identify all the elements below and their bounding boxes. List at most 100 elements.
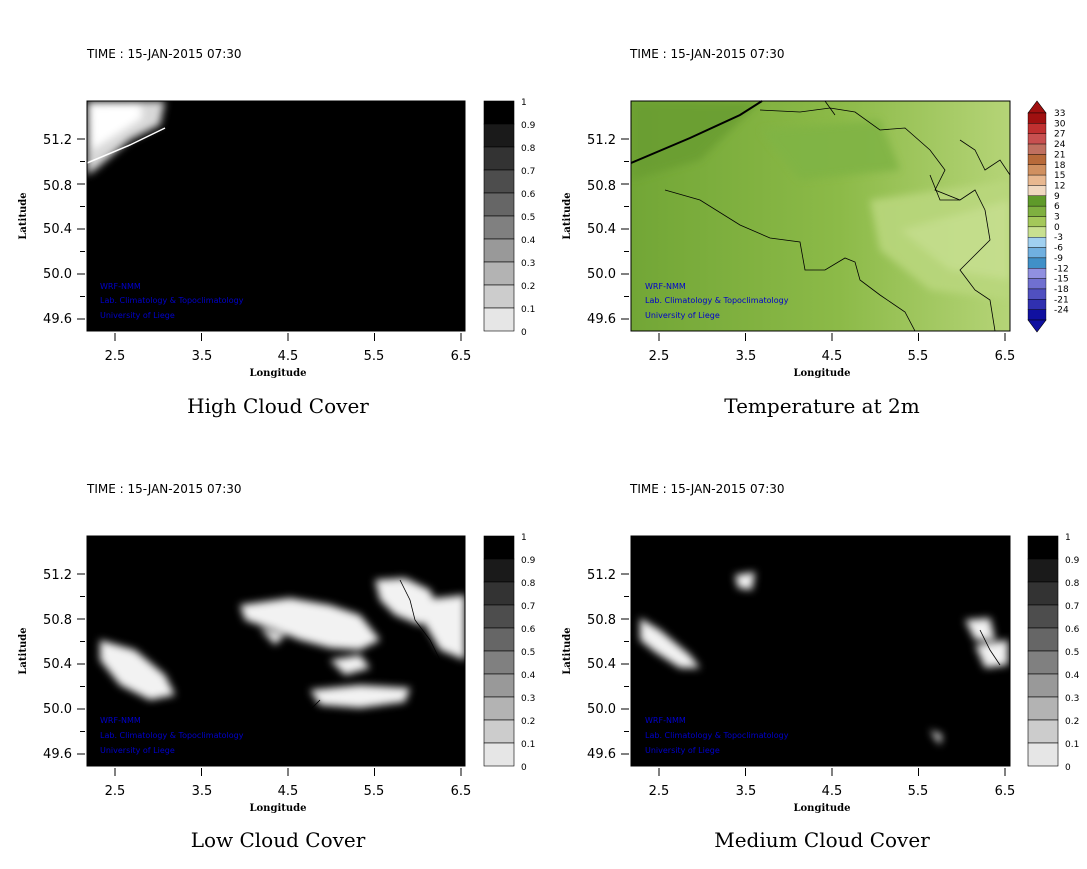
y-tick-label: 50.8 xyxy=(587,179,616,194)
x-tick-label: 3.5 xyxy=(192,349,213,364)
y-axis-label: Latitude xyxy=(18,627,29,674)
x-tick-label: 4.5 xyxy=(278,349,299,364)
colorbar-label: 0 xyxy=(1054,223,1060,233)
colorbar-swatch xyxy=(483,146,515,171)
y-tick-label: 49.6 xyxy=(587,747,616,762)
colorbar-max-arrow xyxy=(1027,100,1047,114)
x-axis-label: Longitude xyxy=(793,803,850,814)
colorbar-label: 1 xyxy=(1065,533,1071,543)
colorbar-swatch xyxy=(483,696,515,721)
colorbar-swatch xyxy=(1027,719,1059,744)
colorbar-label: 0.5 xyxy=(1065,648,1079,658)
x-tick-label: 3.5 xyxy=(736,349,757,364)
colorbar-label: 0.1 xyxy=(521,740,535,750)
credit-university: University of Liege xyxy=(100,311,175,320)
colorbar-swatch xyxy=(1027,174,1047,186)
credit-university: University of Liege xyxy=(645,311,720,320)
colorbar-label: 9 xyxy=(1054,192,1060,202)
x-tick-label: 4.5 xyxy=(822,784,843,799)
colorbar-swatch xyxy=(1027,268,1047,279)
colorbar-swatch xyxy=(1027,164,1047,176)
credit-model: WRF-NMM xyxy=(645,282,686,291)
colorbar-label: 0.9 xyxy=(521,556,536,566)
map-field xyxy=(87,536,465,766)
time-label: TIME : 15-JAN-2015 07:30 xyxy=(86,47,242,61)
y-tick-label: 49.6 xyxy=(587,312,616,327)
credit-lab: Lab. Climatology & Topoclimatology xyxy=(645,296,789,305)
colorbar-swatch xyxy=(483,215,515,240)
time-label: TIME : 15-JAN-2015 07:30 xyxy=(629,47,785,61)
colorbar-label: 0.5 xyxy=(521,213,535,223)
y-tick-label: 50.4 xyxy=(587,657,616,672)
colorbar-swatch xyxy=(1027,696,1059,721)
panel-title: Temperature at 2m xyxy=(724,394,919,418)
credit-lab: Lab. Climatology & Topoclimatology xyxy=(100,731,244,740)
colorbar-swatch xyxy=(483,123,515,148)
colorbar-label: 0.6 xyxy=(521,190,536,200)
colorbar-swatch xyxy=(1027,650,1059,675)
colorbar-label: 15 xyxy=(1054,171,1065,181)
x-tick-label: 5.5 xyxy=(364,784,385,799)
colorbar-label: 0.9 xyxy=(1065,556,1080,566)
colorbar-swatch xyxy=(483,238,515,263)
colorbar-swatch xyxy=(483,535,515,560)
x-tick-label: 3.5 xyxy=(736,784,757,799)
colorbar-label: -21 xyxy=(1054,295,1069,305)
colorbar-label: 0.1 xyxy=(1065,740,1079,750)
colorbar-label: 30 xyxy=(1054,119,1066,129)
credit-model: WRF-NMM xyxy=(100,716,141,725)
y-tick-label: 51.2 xyxy=(43,568,72,583)
y-tick-label: 50.0 xyxy=(43,702,72,717)
colorbar-label: -12 xyxy=(1054,264,1069,274)
y-tick-label: 50.4 xyxy=(587,222,616,237)
colorbar-label: 0.6 xyxy=(1065,625,1080,635)
x-tick-label: 2.5 xyxy=(649,349,670,364)
colorbar-swatch xyxy=(483,169,515,194)
colorbar-swatch xyxy=(1027,535,1059,560)
colorbar-label: 0.8 xyxy=(521,579,536,589)
y-tick-label: 49.6 xyxy=(43,312,72,327)
colorbar-swatch xyxy=(1027,247,1047,259)
x-axis-label: Longitude xyxy=(249,803,306,814)
colorbar-swatch xyxy=(1027,673,1059,698)
colorbar-swatch xyxy=(483,558,515,583)
colorbar-swatch xyxy=(1027,278,1047,290)
x-tick-label: 6.5 xyxy=(451,784,472,799)
colorbar-swatch xyxy=(1027,299,1047,310)
colorbar-swatch xyxy=(1027,604,1059,629)
colorbar-label: 3 xyxy=(1054,213,1060,223)
panel-title: High Cloud Cover xyxy=(187,394,369,418)
colorbar-label: 0.2 xyxy=(521,717,535,727)
colorbar-min-arrow xyxy=(1027,319,1047,333)
y-tick-label: 50.8 xyxy=(43,179,72,194)
panel-title: Medium Cloud Cover xyxy=(714,828,930,852)
colorbar-label: -9 xyxy=(1054,254,1063,264)
colorbar-label: 0.2 xyxy=(521,282,535,292)
y-tick-label: 50.0 xyxy=(587,702,616,717)
time-label: TIME : 15-JAN-2015 07:30 xyxy=(629,482,785,496)
colorbar-swatch xyxy=(1027,627,1059,652)
colorbar-label: 0.9 xyxy=(521,121,536,131)
x-tick-label: 6.5 xyxy=(995,349,1016,364)
credit-university: University of Liege xyxy=(645,746,720,755)
colorbar-label: 27 xyxy=(1054,130,1065,140)
coastline xyxy=(630,100,763,164)
panel-low-cloud-cover: TIME : 15-JAN-2015 07:30 WRF-NMM Lab. Cl… xyxy=(18,482,536,852)
map-field xyxy=(631,101,1010,331)
colorbar-swatch xyxy=(483,742,515,767)
colorbar-label: -18 xyxy=(1054,285,1069,295)
map-credits: WRF-NMM Lab. Climatology & Topoclimatolo… xyxy=(645,716,789,755)
colorbar-swatch xyxy=(483,581,515,606)
map-field xyxy=(631,536,1010,766)
x-tick-label: 6.5 xyxy=(451,349,472,364)
colorbar-swatch xyxy=(483,673,515,698)
colorbar-label: -24 xyxy=(1054,306,1069,316)
colorbar-label: 0.7 xyxy=(521,602,535,612)
colorbar-swatch xyxy=(1027,133,1047,145)
colorbar-label: 0.4 xyxy=(1065,671,1080,681)
axis-ticks xyxy=(77,138,1006,776)
colorbar-swatch xyxy=(1027,154,1047,165)
colorbar-label: 18 xyxy=(1054,161,1066,171)
panel-high-cloud-cover: TIME : 15-JAN-2015 07:30 WRF-NMM Lab. Cl… xyxy=(18,47,536,418)
colorbar-swatch xyxy=(1027,257,1047,269)
